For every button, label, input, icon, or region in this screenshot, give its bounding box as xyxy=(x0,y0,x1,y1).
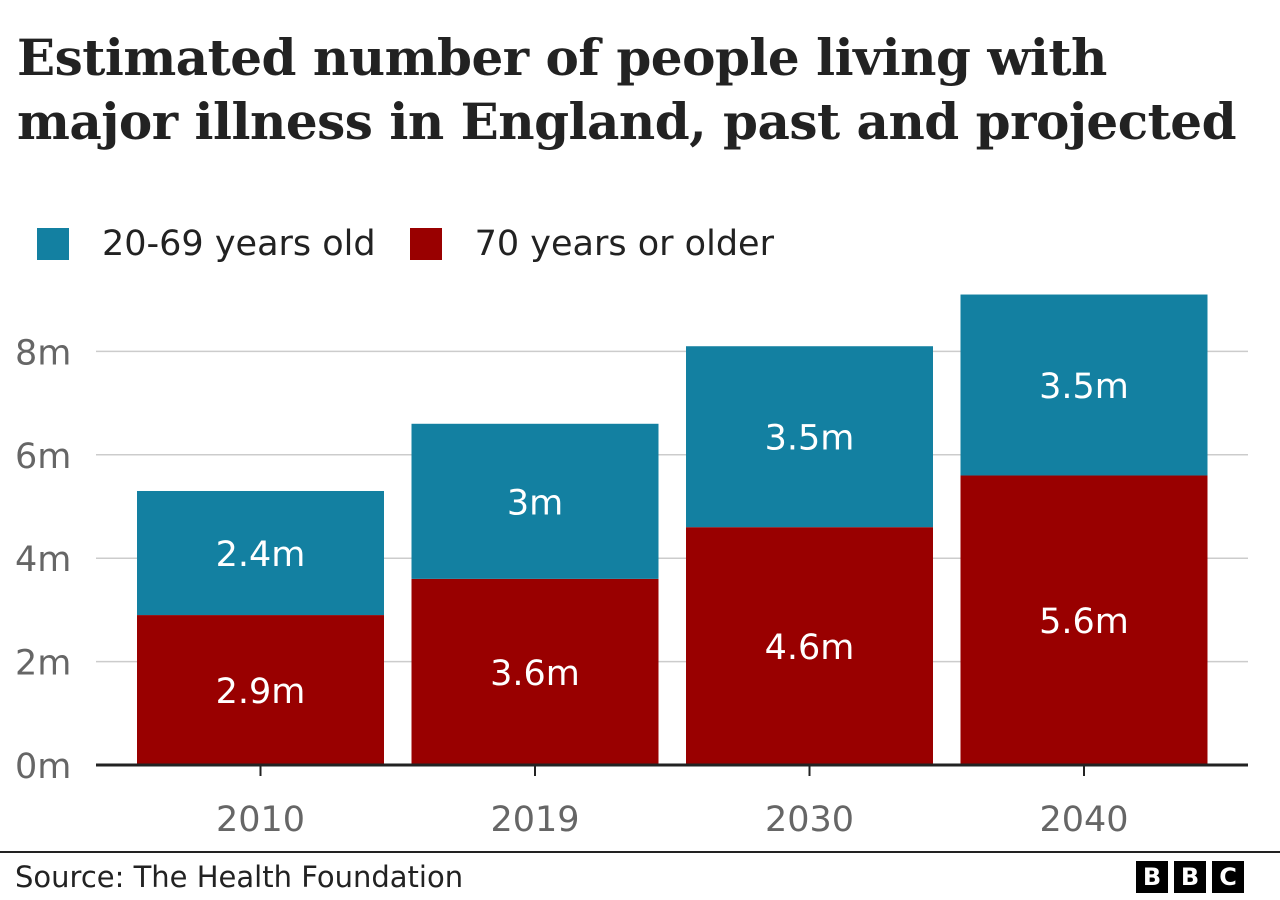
legend-item-70-plus: 70 years or older xyxy=(409,224,774,264)
data-label-2019-older: 3.6m xyxy=(490,654,580,694)
bbc-logo-letter-2: B xyxy=(1174,861,1206,893)
legend: 20-69 years old 70 years or older xyxy=(37,220,808,268)
y-tick-label-8m: 8m xyxy=(15,333,71,373)
data-label-2010-younger: 2.4m xyxy=(216,535,306,575)
data-label-2030-younger: 3.5m xyxy=(765,419,855,459)
data-label-2019-younger: 3m xyxy=(507,483,563,523)
bar-2030-younger xyxy=(686,346,933,528)
y-tick-label-6m: 6m xyxy=(15,437,71,477)
legend-label-20-69: 20-69 years old xyxy=(102,224,376,264)
x-tick-label-2010: 2010 xyxy=(216,800,305,840)
stacked-bar-chart: 2.9m 2.4m 3.6m 3m 4.6m 3.5m 5.6m 3.5m 0m 2m 4m 6m 8m… xyxy=(15,294,1248,840)
x-tick-label-2040: 2040 xyxy=(1039,800,1128,840)
bbc-logo: B B C xyxy=(1136,861,1244,893)
bar-2019-younger xyxy=(411,423,659,579)
chart-title: Estimated number of people living with m… xyxy=(17,28,1237,151)
bbc-logo-letter-1: B xyxy=(1136,861,1168,893)
data-label-2040-older: 5.6m xyxy=(1039,602,1129,642)
bar-2040-younger xyxy=(960,294,1208,476)
x-tick-label-2019: 2019 xyxy=(490,800,579,840)
legend-item-20-69: 20-69 years old xyxy=(37,224,376,264)
source-note: Source: The Health Foundation xyxy=(15,860,464,894)
x-tick-label-2030: 2030 xyxy=(765,800,854,840)
data-label-2030-older: 4.6m xyxy=(765,628,855,668)
y-tick-label-4m: 4m xyxy=(15,540,71,580)
data-label-2040-younger: 3.5m xyxy=(1039,367,1129,407)
bbc-logo-letter-3: C xyxy=(1212,861,1244,893)
bar-2010-older xyxy=(137,615,384,765)
bar-2019-older xyxy=(411,578,659,765)
bar-2030-older xyxy=(686,527,933,765)
y-tick-label-0m: 0m xyxy=(15,747,71,787)
footer-divider xyxy=(0,851,1280,853)
legend-swatch-70-plus xyxy=(409,228,442,260)
bar-2010-younger xyxy=(137,490,384,616)
legend-label-70-plus: 70 years or older xyxy=(474,224,774,264)
bar-2040-older xyxy=(960,475,1208,765)
legend-swatch-20-69 xyxy=(37,228,69,260)
y-tick-label-2m: 2m xyxy=(15,644,71,684)
data-label-2010-older: 2.9m xyxy=(216,672,306,712)
